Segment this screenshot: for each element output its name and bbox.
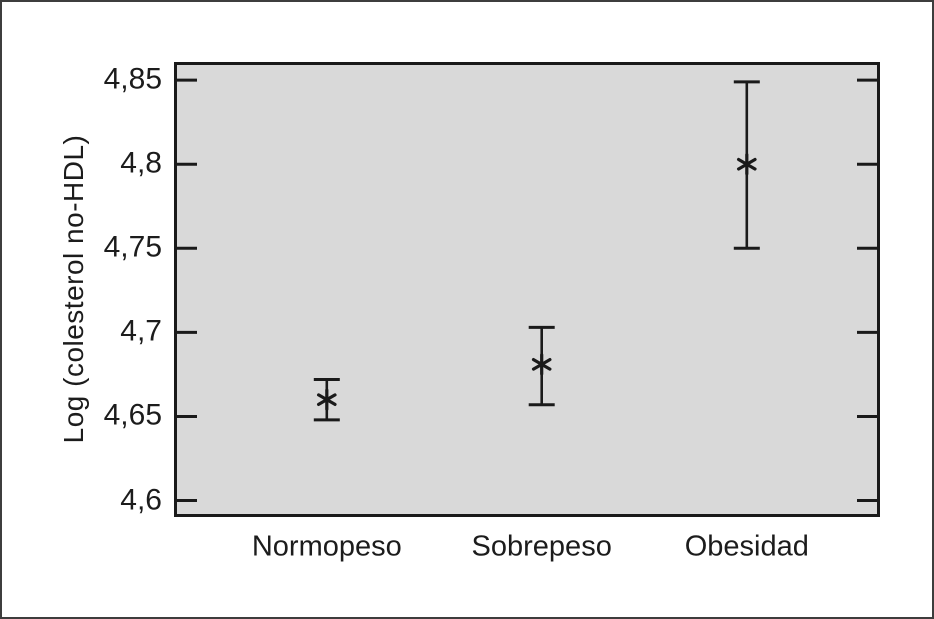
mean-marker-asterisk <box>317 388 337 411</box>
x-category-label: Obesidad <box>684 530 809 563</box>
y-tick-label: 4,7 <box>120 314 162 348</box>
errorbar-plot-canvas <box>177 78 877 503</box>
asterisk-arm <box>531 357 552 371</box>
mean-marker-asterisk <box>736 153 757 176</box>
asterisk-arm <box>317 393 337 406</box>
asterisk-arm <box>736 157 757 171</box>
x-category-label: Sobrepeso <box>471 530 612 563</box>
x-category-label: Normopeso <box>251 530 402 563</box>
y-axis-title: Log (colesterol no-HDL) <box>58 134 89 444</box>
plot-area <box>174 62 880 517</box>
mean-marker-asterisk <box>531 353 552 376</box>
y-tick-label: 4,75 <box>103 230 162 264</box>
y-tick-label: 4,6 <box>120 482 162 516</box>
y-tick-label: 4,65 <box>103 398 162 432</box>
y-tick-label: 4,85 <box>103 62 162 96</box>
y-tick-label: 4,8 <box>120 146 162 180</box>
